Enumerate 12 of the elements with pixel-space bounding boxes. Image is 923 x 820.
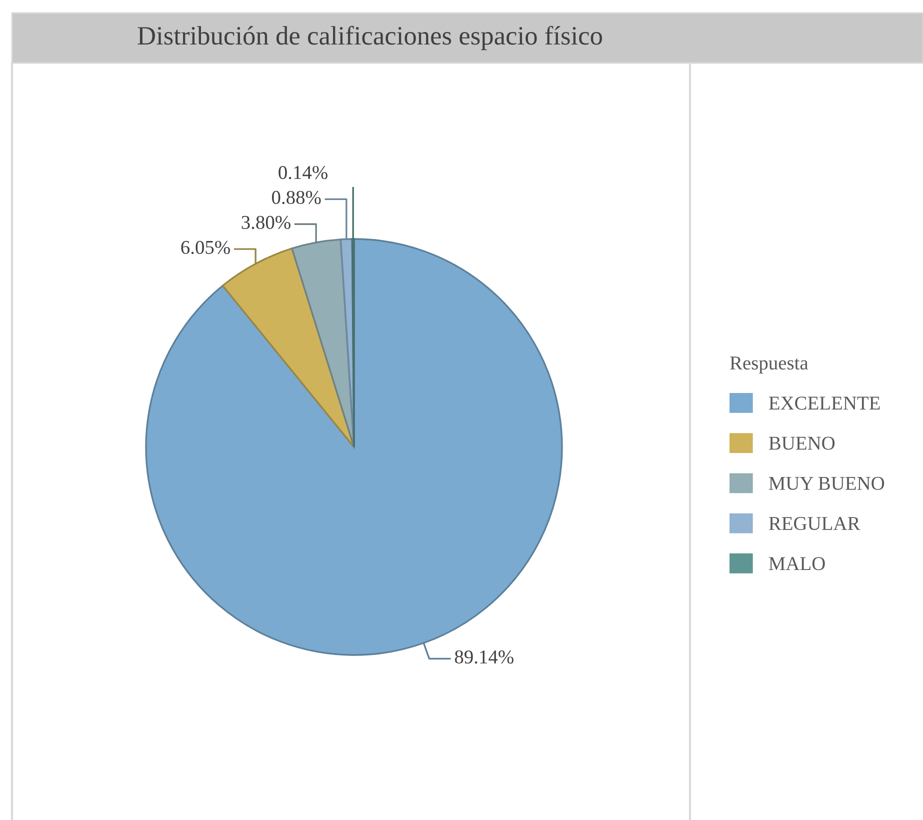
data-label: 89.14% — [454, 650, 514, 664]
legend-label: REGULAR — [768, 516, 860, 530]
data-label: 0.88% — [272, 190, 321, 204]
legend-label: MUY BUENO — [768, 476, 884, 490]
legend-title: Respuesta — [730, 356, 808, 374]
data-label: 3.80% — [242, 216, 290, 230]
legend-label: MALO — [768, 557, 825, 570]
legend-label: BUENO — [768, 436, 835, 450]
data-label: 6.05% — [181, 240, 230, 254]
legend-label: EXCELENTE — [768, 396, 880, 410]
data-label: 0.14% — [278, 166, 328, 180]
chart-title: Distribución de calificaciones espacio físico — [138, 26, 602, 50]
